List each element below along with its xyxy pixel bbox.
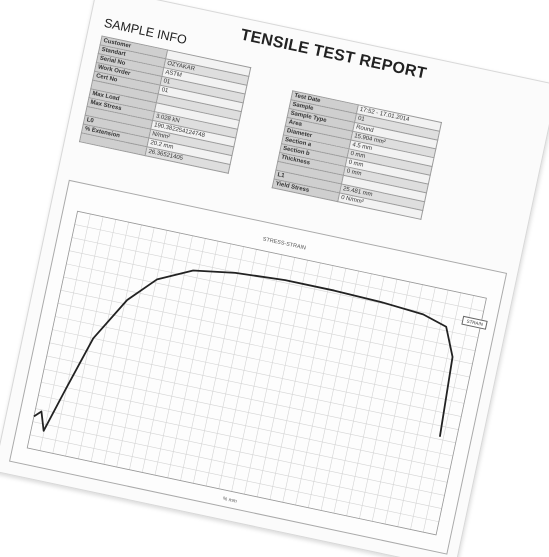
stress-strain-curve <box>33 269 454 437</box>
grid-line <box>57 303 467 391</box>
chart-svg <box>26 210 487 536</box>
grid-line <box>52 329 462 417</box>
stress-strain-chart: STRESS-STRAIN STRAIN % mm <box>9 179 508 555</box>
grid-line <box>69 250 479 338</box>
grid-line <box>60 289 470 378</box>
grid-line <box>35 408 445 496</box>
grid-line <box>63 276 473 365</box>
grid-line <box>41 381 451 470</box>
grid-line <box>32 421 442 509</box>
grid-line <box>71 237 481 325</box>
plot-frame <box>26 210 487 536</box>
sample-info-table-right: Test Date 17:52 - 17.01.2014 Sample 01 Sampl… <box>272 90 442 220</box>
grid-line <box>74 224 484 312</box>
grid-line <box>29 434 439 523</box>
grid-line <box>49 342 459 430</box>
grid-line <box>55 316 465 404</box>
grid-line <box>46 355 456 444</box>
grid-line <box>66 263 476 352</box>
grid-line <box>43 368 453 457</box>
sample-info-table-left: Customer Standart OZYAKAR Serial No ASTM Work… <box>79 35 251 174</box>
grid-line <box>38 395 448 483</box>
report-title: TENSILE TEST REPORT <box>239 26 429 83</box>
